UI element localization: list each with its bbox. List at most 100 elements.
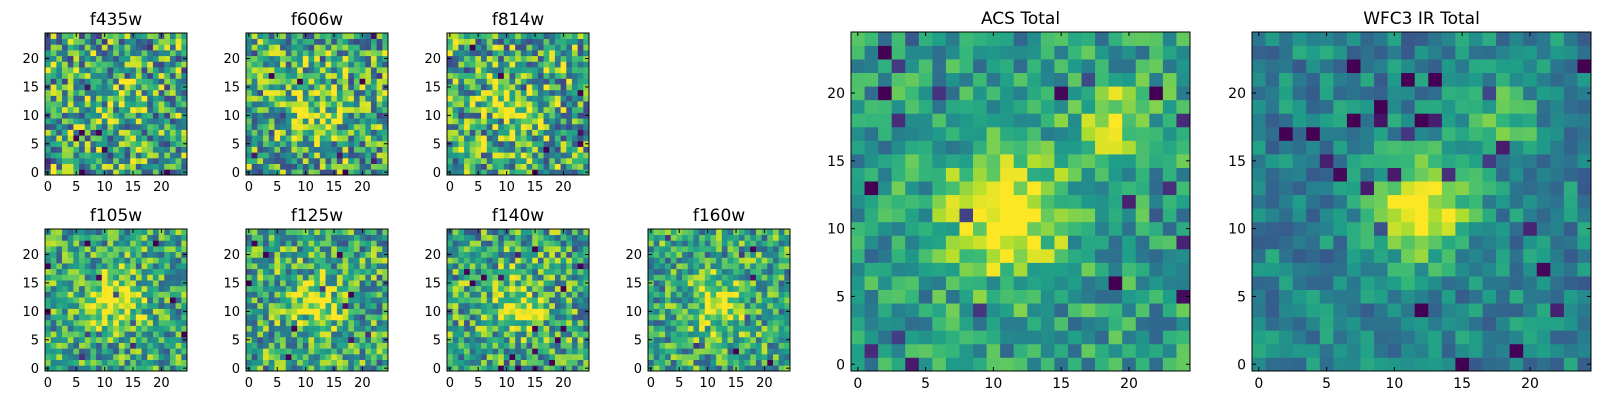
- heatmap-cell: [90, 33, 97, 40]
- heatmap-cell: [475, 72, 482, 79]
- heatmap-cell: [492, 325, 499, 332]
- heatmap-cell: [458, 50, 465, 57]
- heatmap-cell: [543, 263, 550, 270]
- heatmap-cell: [251, 263, 258, 270]
- heatmap-cell: [158, 268, 165, 275]
- heatmap-cell: [370, 72, 377, 79]
- heatmap-cell: [659, 359, 666, 366]
- heatmap-cell: [308, 331, 315, 338]
- heatmap-cell: [175, 50, 182, 57]
- heatmap-cell: [348, 118, 355, 125]
- heatmap-cell: [73, 135, 80, 142]
- heatmap-cell: [175, 163, 182, 170]
- x-tick-label: 15: [326, 180, 343, 195]
- heatmap-cell: [130, 246, 137, 253]
- heatmap-cell: [130, 353, 137, 360]
- heatmap-cell: [704, 302, 711, 309]
- heatmap-cell: [851, 330, 865, 345]
- heatmap-cell: [101, 263, 108, 270]
- heatmap-cell: [365, 297, 372, 304]
- heatmap-cell: [733, 240, 740, 247]
- heatmap-cell: [67, 229, 74, 236]
- heatmap-cell: [370, 229, 377, 236]
- heatmap-cell: [376, 331, 383, 338]
- heatmap-cell: [1135, 330, 1150, 345]
- heatmap-cell: [147, 89, 154, 96]
- heatmap-cell: [101, 129, 108, 136]
- heatmap-cell: [767, 240, 774, 247]
- heatmap-cell: [96, 106, 103, 113]
- heatmap-cell: [1108, 235, 1123, 250]
- heatmap-cell: [486, 101, 493, 108]
- heatmap-cell: [251, 84, 258, 91]
- heatmap-cell: [285, 72, 292, 79]
- heatmap-cell: [676, 297, 683, 304]
- heatmap-cell: [79, 319, 86, 326]
- heatmap-cell: [325, 314, 332, 321]
- heatmap-cell: [653, 257, 660, 264]
- heatmap-cell: [537, 123, 544, 130]
- heatmap-cell: [376, 140, 383, 147]
- heatmap-cell: [101, 50, 108, 57]
- heatmap-cell: [452, 140, 459, 147]
- heatmap-cell: [365, 291, 372, 298]
- heatmap-cell: [515, 246, 522, 253]
- heatmap-cell: [308, 38, 315, 45]
- heatmap-cell: [45, 285, 52, 292]
- heatmap-cell: [152, 67, 159, 74]
- heatmap-cell: [314, 285, 321, 292]
- heatmap-cell: [864, 343, 879, 358]
- heatmap-cell: [342, 163, 349, 170]
- heatmap-cell: [986, 276, 1001, 290]
- heatmap-cell: [280, 84, 287, 91]
- heatmap-cell: [532, 331, 539, 338]
- heatmap-cell: [342, 67, 349, 74]
- heatmap-cell: [135, 257, 142, 264]
- heatmap-cell: [152, 325, 159, 332]
- heatmap-cell: [560, 297, 567, 304]
- heatmap-cell: [67, 135, 74, 142]
- heatmap-cell: [464, 50, 471, 57]
- heatmap-cell: [682, 353, 689, 360]
- heatmap-cell: [118, 61, 125, 68]
- heatmap-cell: [727, 257, 734, 264]
- heatmap-cell: [750, 257, 757, 264]
- heatmap-cell: [554, 163, 561, 170]
- heatmap-cell: [498, 146, 505, 153]
- heatmap-cell: [486, 163, 493, 170]
- heatmap-cell: [549, 146, 556, 153]
- heatmap-cell: [308, 101, 315, 108]
- heatmap-cell: [302, 325, 309, 332]
- heatmap-cell: [566, 229, 573, 236]
- heatmap-cell: [1000, 330, 1015, 345]
- heatmap-cell: [532, 152, 539, 159]
- heatmap-cell: [767, 280, 774, 287]
- heatmap-cell: [325, 291, 332, 298]
- heatmap-cell: [503, 44, 510, 51]
- heatmap-cell: [152, 55, 159, 62]
- heatmap-cell: [382, 263, 389, 270]
- heatmap-cell: [164, 118, 171, 125]
- heatmap-cell: [554, 291, 561, 298]
- heatmap-cell: [571, 95, 578, 102]
- heatmap-cell: [90, 319, 97, 326]
- heatmap-cell: [761, 336, 768, 343]
- heatmap-cell: [118, 302, 125, 309]
- heatmap-cell: [682, 342, 689, 349]
- heatmap-cell: [314, 146, 321, 153]
- heatmap-cell: [498, 331, 505, 338]
- heatmap-cell: [959, 221, 974, 236]
- heatmap-cell: [348, 112, 355, 119]
- heatmap-cell: [560, 331, 567, 338]
- heatmap-cell: [130, 95, 137, 102]
- heatmap-cell: [1162, 248, 1177, 263]
- heatmap-cell: [79, 123, 86, 130]
- heatmap-cell: [325, 123, 332, 130]
- heatmap-cell: [302, 319, 309, 326]
- heatmap-cell: [169, 268, 176, 275]
- heatmap-cell: [1000, 289, 1015, 304]
- heatmap-cell: [554, 348, 561, 355]
- heatmap-cell: [560, 285, 567, 292]
- heatmap-cell: [486, 50, 493, 57]
- heatmap-cell: [515, 257, 522, 264]
